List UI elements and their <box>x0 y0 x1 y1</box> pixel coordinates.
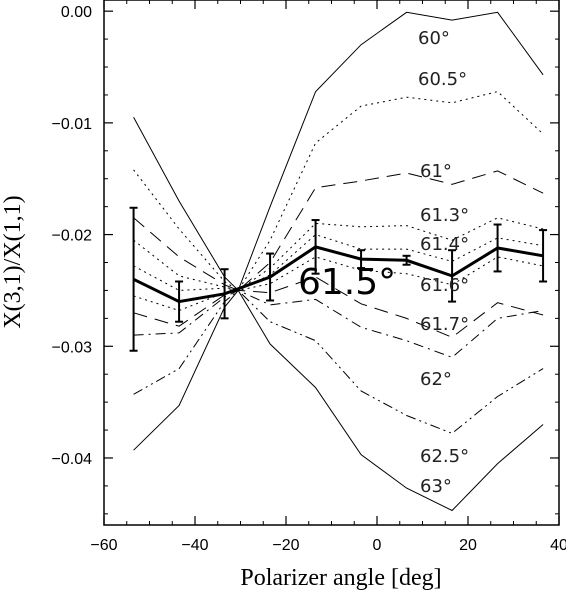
curve-label: 62° <box>420 369 452 390</box>
curve-label: 61.6° <box>420 275 469 296</box>
curve-label: 60.5° <box>418 69 467 90</box>
y-tick-label: 0.00 <box>61 4 92 21</box>
y-tick-label: −0.01 <box>52 116 93 133</box>
curve-label: 61° <box>420 161 452 182</box>
x-tick-label: 40 <box>550 537 566 554</box>
series-line-63 <box>133 289 544 512</box>
measured-label: 61.5° <box>298 262 396 303</box>
x-axis: −60 −40 −20 0 20 40 <box>90 0 566 554</box>
series-line-60 <box>133 11 544 292</box>
model-curves <box>133 11 544 512</box>
y-axis: 0.00 −0.01 −0.02 −0.03 −0.04 <box>52 4 559 515</box>
y-axis-title: X(3,1)/X(1,1) <box>0 195 26 328</box>
curve-label: 61.4° <box>420 234 469 255</box>
series-line-62 <box>133 289 544 358</box>
x-tick-label: −40 <box>181 537 208 554</box>
curve-label: 63° <box>420 476 452 497</box>
x-tick-label: −60 <box>90 537 117 554</box>
series-line-625 <box>133 289 544 434</box>
y-tick-label: −0.02 <box>52 228 93 245</box>
curve-label: 62.5° <box>420 446 469 467</box>
x-axis-title: Polarizer angle [deg] <box>240 565 441 591</box>
curve-label: 61.7° <box>420 314 469 335</box>
measured-line <box>132 245 544 304</box>
series-line-61 <box>133 170 544 291</box>
x-tick-label: 0 <box>373 537 382 554</box>
series-line-605 <box>133 91 544 292</box>
measured-series <box>129 206 548 352</box>
curve-labels: 60° 60.5° 61° 61.3° 61.4° 61.6° 61.7° 62° 62.5° 6… <box>298 28 469 497</box>
x-tick-label: −20 <box>272 537 299 554</box>
y-tick-label: −0.04 <box>52 451 93 468</box>
curve-label: 60° <box>418 28 450 49</box>
y-tick-label: −0.03 <box>52 339 93 356</box>
curve-label: 61.3° <box>420 205 469 226</box>
x-tick-label: 20 <box>459 537 477 554</box>
